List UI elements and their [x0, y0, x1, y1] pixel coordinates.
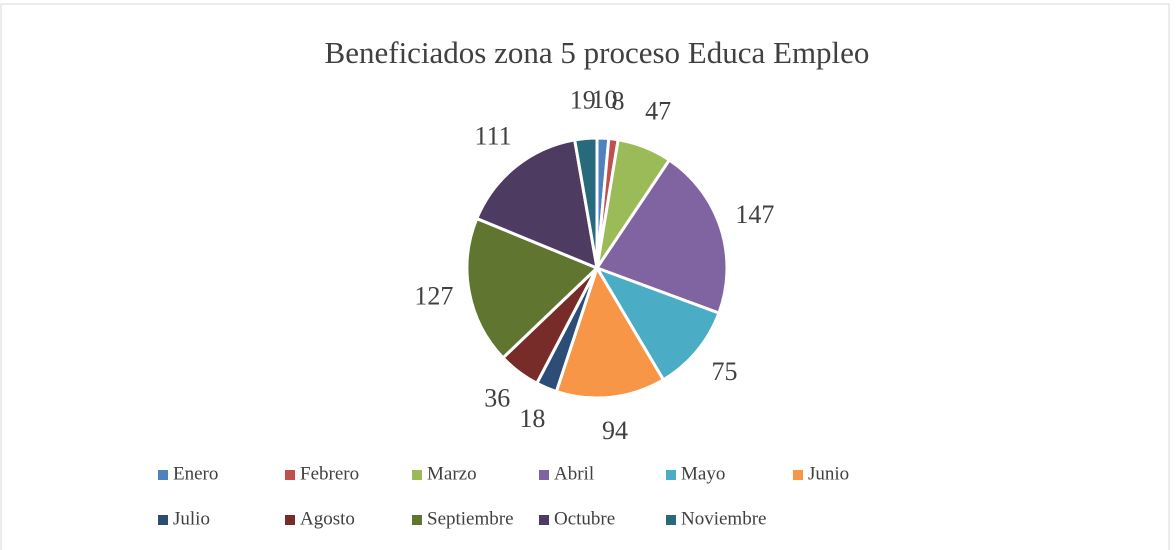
data-label: 18 — [519, 404, 545, 433]
data-label: 8 — [612, 86, 625, 115]
legend-swatch — [285, 470, 295, 480]
legend-label: Septiembre — [427, 508, 514, 529]
legend-label: Abril — [554, 463, 594, 484]
pie-slice — [465, 216, 600, 360]
legend-swatch — [158, 470, 168, 480]
legend-label: Agosto — [300, 508, 355, 529]
data-label: 47 — [645, 97, 671, 126]
pie-slice — [594, 157, 729, 316]
data-label: 75 — [712, 357, 738, 386]
legend-label: Febrero — [300, 463, 359, 484]
legend-swatch — [285, 515, 295, 525]
legend-swatch — [666, 515, 676, 525]
pie-slice — [593, 265, 721, 382]
pie-slice — [474, 138, 599, 271]
legend-swatch — [412, 470, 422, 480]
legend-label: Noviembre — [681, 508, 766, 529]
pie-slice — [572, 136, 599, 269]
legend-swatch — [793, 470, 803, 480]
data-label: 36 — [484, 384, 510, 413]
data-label: 127 — [414, 282, 453, 311]
legend-label: Julio — [173, 508, 210, 529]
legend-label: Enero — [173, 463, 218, 484]
pie-slice — [554, 264, 666, 400]
chart-title: Beneficiados zona 5 proceso Educa Empleo — [325, 35, 870, 70]
data-label: 111 — [475, 122, 512, 151]
legend-swatch — [666, 470, 676, 480]
legend-swatch — [539, 515, 549, 525]
legend-label: Marzo — [427, 463, 477, 484]
legend-label: Octubre — [554, 508, 615, 529]
legend-label: Junio — [808, 463, 849, 484]
data-label: 19 — [570, 86, 596, 115]
data-label: 10 — [592, 85, 618, 114]
data-label: 147 — [735, 200, 774, 229]
legend-swatch — [539, 470, 549, 480]
data-label: 94 — [602, 416, 628, 445]
legend-swatch — [158, 515, 168, 525]
legend-label: Mayo — [681, 463, 725, 484]
legend-swatch — [412, 515, 422, 525]
